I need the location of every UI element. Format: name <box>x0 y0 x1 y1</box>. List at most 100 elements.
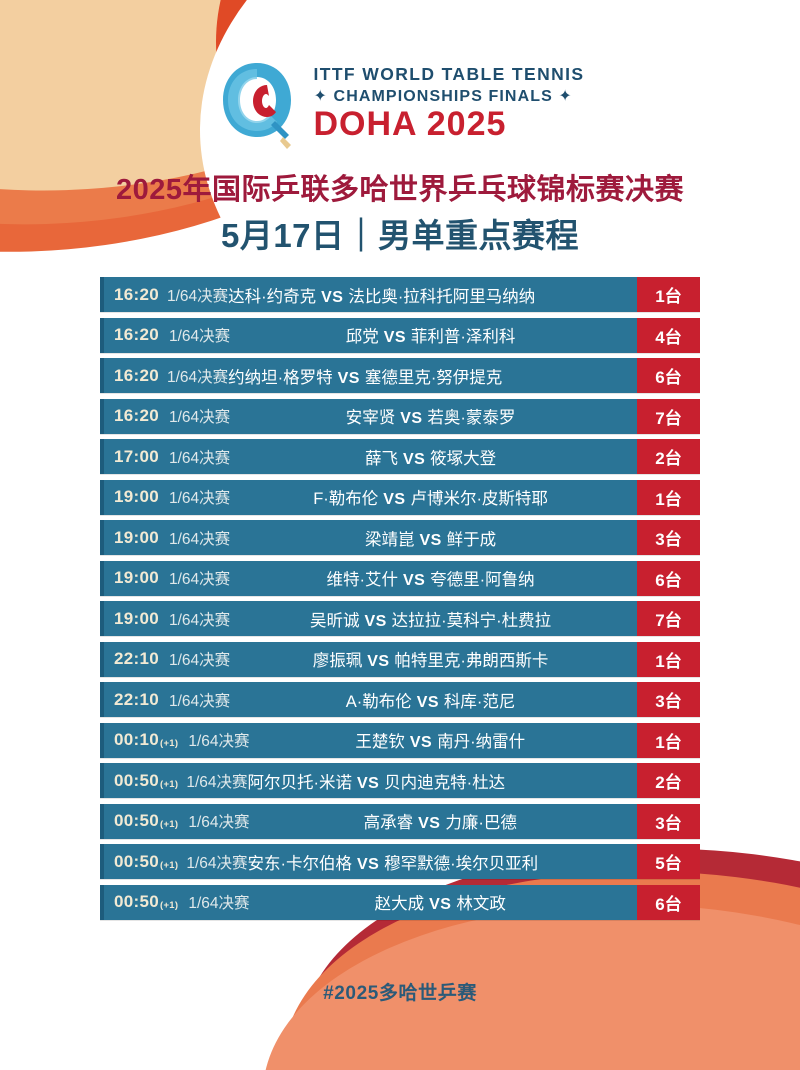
schedule-row: 16:20 1/64决赛 达科·约奇克 VS 法比奥·拉科托阿里马纳纳 1台 <box>100 277 700 312</box>
match-players: 高承睿 VS 力廉·巴德 <box>250 809 631 833</box>
vs-label: VS <box>364 612 387 630</box>
player-one: 廖振珮 <box>312 652 363 670</box>
match-time: 19:00 <box>114 568 159 587</box>
match-round: 1/64决赛 <box>168 571 231 588</box>
player-two: 筱塚大登 <box>430 449 497 468</box>
next-day-marker: (+1) <box>159 900 179 911</box>
match-round: 1/64决赛 <box>168 449 231 467</box>
player-two: 林文政 <box>456 895 506 913</box>
vs-label: VS <box>416 693 439 711</box>
row-accent-bar <box>100 682 104 717</box>
match-round: 1/64决赛 <box>188 895 250 912</box>
page-subtitle: 5月17日｜男单重点赛程 <box>220 217 580 254</box>
match-players: 安东·卡尔伯格 VS 穆罕默德·埃尔贝亚利 <box>248 850 631 874</box>
player-two: 法比奥·拉科托阿里马纳纳 <box>348 287 536 306</box>
next-day-marker: (+1) <box>159 738 179 749</box>
player-two: 菲利普·泽利科 <box>410 328 516 346</box>
row-body: 16:20 1/64决赛 安宰贤 VS 若奥·蒙泰罗 <box>104 399 637 434</box>
match-time: 19:00 <box>114 487 159 506</box>
schedule-row: 00:10 (+1) 1/64决赛 王楚钦 VS 南丹·纳雷什 1台 <box>100 722 700 758</box>
match-players: 廖振珮 VS 帕特里克·弗朗西斯卡 <box>230 647 631 671</box>
row-body: 22:10 1/64决赛 廖振珮 VS 帕特里克·弗朗西斯卡 <box>104 642 637 677</box>
match-players: 维特·艾什 VS 夸德里·阿鲁纳 <box>230 566 631 590</box>
vs-label: VS <box>383 491 406 508</box>
schedule-row: 19:00 1/64决赛 吴昕诚 VS 达拉拉·莫科宁·杜费拉 7台 <box>100 601 700 636</box>
match-time: 16:20 <box>114 406 159 425</box>
schedule-row: 00:50 (+1) 1/64决赛 安东·卡尔伯格 VS 穆罕默德·埃尔贝亚利 5台 <box>100 844 700 879</box>
match-round: 1/64决赛 <box>168 490 231 507</box>
schedule-row: 00:50 (+1) 1/64决赛 赵大成 VS 林文政 6台 <box>100 884 700 920</box>
player-one: 高承睿 <box>363 814 414 832</box>
player-two: 力廉·巴德 <box>445 814 517 832</box>
vs-label: VS <box>409 734 433 751</box>
player-one: F·勒布伦 <box>313 490 379 508</box>
match-time: 16:20 <box>114 365 159 385</box>
row-body: 00:50 (+1) 1/64决赛 赵大成 VS 林文政 <box>104 885 637 920</box>
row-accent-bar <box>100 560 104 596</box>
row-body: 19:00 1/64决赛 维特·艾什 VS 夸德里·阿鲁纳 <box>104 561 637 596</box>
player-one: 安东·卡尔伯格 <box>247 854 353 873</box>
player-two: 贝内迪克特·杜达 <box>384 773 506 792</box>
next-day-marker: (+1) <box>159 819 179 830</box>
match-time: 16:20 <box>114 284 159 304</box>
vs-label: VS <box>400 410 423 427</box>
match-time: 19:00 <box>114 527 159 547</box>
match-time: 00:50 (+1) <box>114 770 179 790</box>
table-number-badge: 3台 <box>637 682 700 717</box>
schedule-row: 22:10 1/64决赛 廖振珮 VS 帕特里克·弗朗西斯卡 1台 <box>100 641 700 677</box>
player-two: 夸德里·阿鲁纳 <box>430 571 535 589</box>
player-two: 塞德里克·努伊提克 <box>364 368 503 387</box>
table-number-badge: 2台 <box>637 763 700 798</box>
vs-label: VS <box>383 329 406 346</box>
row-accent-bar <box>100 317 104 353</box>
player-one: 维特·艾什 <box>326 571 399 589</box>
match-players: 阿尔贝托·米诺 VS 贝内迪克特·杜达 <box>248 769 631 793</box>
player-one: 邱党 <box>345 328 379 346</box>
player-two: 若奥·蒙泰罗 <box>427 409 516 427</box>
match-round: 1/64决赛 <box>188 814 250 831</box>
vs-label: VS <box>429 896 452 913</box>
match-time: 22:10 <box>114 649 159 668</box>
match-players: 吴昕诚 VS 达拉拉·莫科宁·杜费拉 <box>230 607 631 631</box>
row-accent-bar <box>100 358 104 393</box>
schedule-row: 19:00 1/64决赛 梁靖崑 VS 鲜于成 3台 <box>100 520 700 555</box>
match-players: 约纳坦·格罗特 VS 塞德里克·努伊提克 <box>228 364 631 388</box>
schedule-row: 00:50 (+1) 1/64决赛 阿尔贝托·米诺 VS 贝内迪克特·杜达 2台 <box>100 763 700 798</box>
match-players: 梁靖崑 VS 鲜于成 <box>230 526 631 550</box>
match-round: 1/64决赛 <box>168 692 231 710</box>
match-round: 1/64决赛 <box>188 733 250 750</box>
match-time: 00:10 (+1) <box>114 730 179 749</box>
player-two: 南丹·纳雷什 <box>437 733 526 751</box>
table-number-badge: 7台 <box>637 398 700 434</box>
match-round: 1/64决赛 <box>168 409 231 426</box>
match-round: 1/64决赛 <box>168 611 231 629</box>
table-number-badge: 6台 <box>637 884 700 920</box>
row-body: 00:50 (+1) 1/64决赛 安东·卡尔伯格 VS 穆罕默德·埃尔贝亚利 <box>104 844 637 879</box>
row-body: 22:10 1/64决赛 A·勒布伦 VS 科库·范尼 <box>104 682 637 717</box>
vs-label: VS <box>337 369 360 387</box>
logo-line-1: ITTF WORLD TABLE TENNIS <box>313 64 585 85</box>
schedule-row: 00:50 (+1) 1/64决赛 高承睿 VS 力廉·巴德 3台 <box>100 803 700 839</box>
schedule-row: 17:00 1/64决赛 薛飞 VS 筱塚大登 2台 <box>100 439 700 474</box>
schedule-row: 19:00 1/64决赛 F·勒布伦 VS 卢博米尔·皮斯特耶 1台 <box>100 479 700 515</box>
player-one: 约纳坦·格罗特 <box>228 368 333 387</box>
logo-line-2: ✦ CHAMPIONSHIPS FINALS ✦ <box>313 88 573 106</box>
page-title: 2025年国际乒联多哈世界乒乓球锦标赛决赛 <box>115 174 684 206</box>
match-time: 19:00 <box>114 608 159 628</box>
match-players: 薛飞 VS 筱塚大登 <box>230 445 631 469</box>
player-two: 达拉拉·莫科宁·杜费拉 <box>391 611 552 630</box>
player-one: A·勒布伦 <box>345 692 412 711</box>
row-accent-bar <box>100 277 104 312</box>
table-number-badge: 6台 <box>637 560 700 596</box>
vs-label: VS <box>418 815 441 832</box>
vs-label: VS <box>357 774 380 792</box>
table-number-badge: 4台 <box>637 317 700 353</box>
row-body: 16:20 1/64决赛 约纳坦·格罗特 VS 塞德里克·努伊提克 <box>104 358 637 393</box>
hashtag: #2025多哈世乒赛 <box>323 983 477 1004</box>
table-number-badge: 1台 <box>637 722 700 758</box>
player-two: 卢博米尔·皮斯特耶 <box>410 490 548 508</box>
next-day-marker: (+1) <box>159 859 179 871</box>
table-number-badge: 7台 <box>637 601 700 636</box>
row-accent-bar <box>100 601 104 636</box>
match-round: 1/64决赛 <box>168 652 231 669</box>
